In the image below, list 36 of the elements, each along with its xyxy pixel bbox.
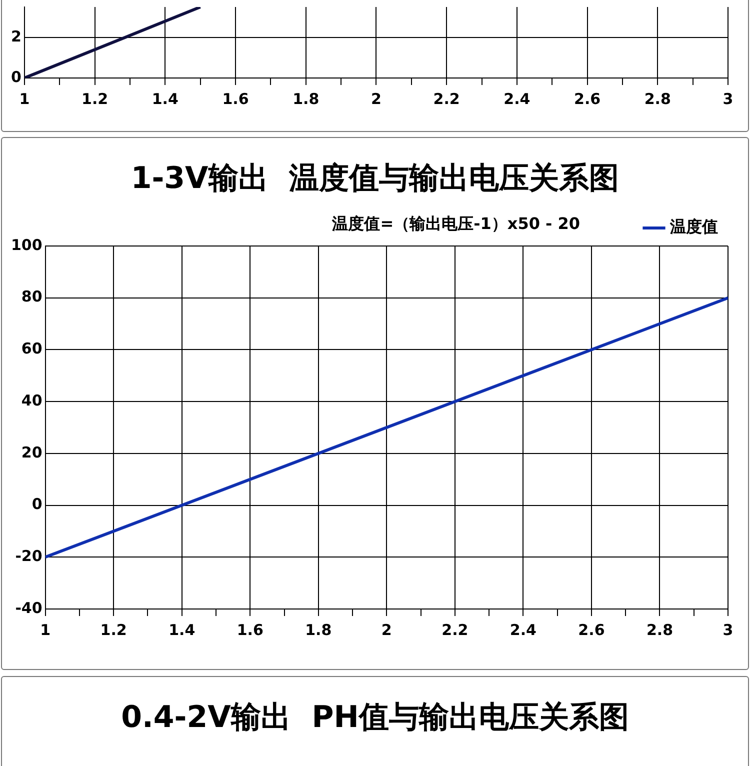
y-tick-label: 20 xyxy=(21,443,42,462)
y-tick-label: -40 xyxy=(15,598,42,617)
y-tick-label: 60 xyxy=(21,340,42,358)
x-tick-label: 2.6 xyxy=(578,620,605,639)
y-tick-label: 40 xyxy=(21,391,42,410)
chart-subtitle: 温度值=（输出电压-1）x50 - 20 xyxy=(332,214,580,235)
legend-label: 温度值 xyxy=(669,217,718,236)
x-tick-label: 1 xyxy=(40,620,51,639)
x-tick-label: 2.2 xyxy=(433,90,460,108)
text: 0.4-2V输出 PH值与输出电压关系图 xyxy=(120,699,630,737)
y-tick-label: 80 xyxy=(21,288,42,306)
x-tick-label: 2.6 xyxy=(574,90,601,108)
x-tick-label: 2.4 xyxy=(510,620,536,639)
chart-title: 1-3V输出 温度值与输出电压关系图 xyxy=(130,160,620,198)
x-tick-label: 1.6 xyxy=(236,620,264,639)
x-tick-label: 1.2 xyxy=(82,90,108,108)
x-tick-label: 1.4 xyxy=(168,620,196,639)
y-tick-label: 2 xyxy=(11,27,22,46)
x-tick-label: 1.8 xyxy=(292,90,320,108)
x-tick-label: 2 xyxy=(381,620,392,639)
x-tick-label: 3 xyxy=(722,90,734,108)
y-tick-label: -20 xyxy=(15,547,42,566)
y-tick-label: 100 xyxy=(11,236,42,254)
y-tick-label: 0 xyxy=(32,495,42,514)
x-tick-label: 1.6 xyxy=(222,90,249,108)
x-tick-label: 2.2 xyxy=(442,620,468,639)
x-tick-label: 2.8 xyxy=(646,620,674,639)
x-tick-label: 1.2 xyxy=(100,620,127,639)
x-tick-label: 1.4 xyxy=(152,90,178,108)
x-tick-label: 2 xyxy=(371,90,382,108)
y-tick-label: 0 xyxy=(11,68,22,86)
x-tick-label: 1.8 xyxy=(305,620,332,639)
x-tick-label: 3 xyxy=(722,620,734,639)
x-tick-label: 1 xyxy=(19,90,30,108)
x-tick-label: 2.4 xyxy=(504,90,530,108)
x-tick-label: 2.8 xyxy=(644,90,671,108)
